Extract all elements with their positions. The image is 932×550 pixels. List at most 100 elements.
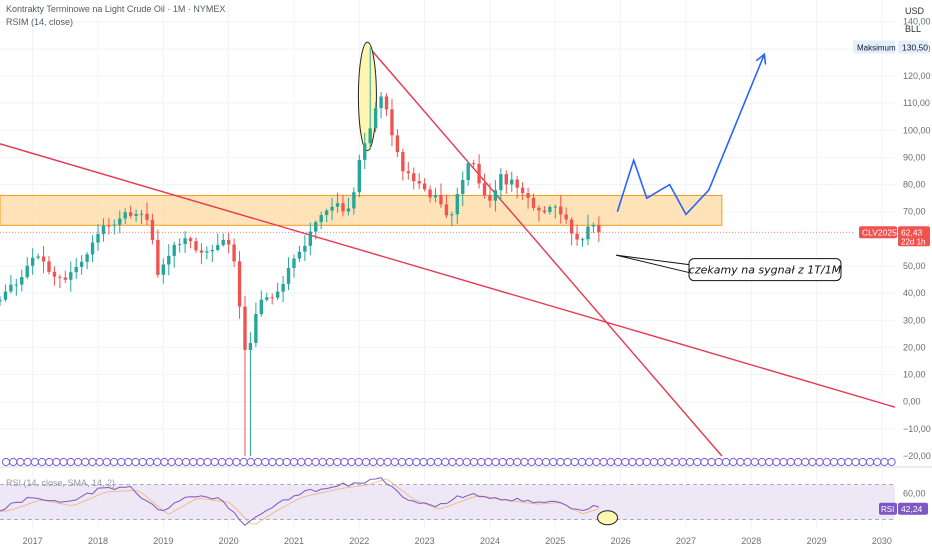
candle-body xyxy=(0,299,2,302)
time-tick-label: 2021 xyxy=(284,536,304,546)
time-tick-label: 2025 xyxy=(545,536,565,546)
candle-body xyxy=(346,208,351,212)
candle-body xyxy=(90,242,95,255)
maximum-value: 130,50 xyxy=(902,43,928,53)
candle-body xyxy=(205,251,209,253)
ticker-label: CLV2025 xyxy=(862,227,897,237)
price-tick-label: 30,00 xyxy=(903,315,926,325)
candle-body xyxy=(172,244,176,256)
candle-body xyxy=(85,254,89,262)
candle-body xyxy=(542,210,547,213)
candle-body xyxy=(14,284,19,286)
candle-body xyxy=(58,276,62,278)
candle-body xyxy=(194,241,198,251)
time-tick-label: 2020 xyxy=(219,536,239,546)
time-tick-label: 2029 xyxy=(807,536,827,546)
rsi-badge xyxy=(879,502,897,515)
rsi-value-tag xyxy=(898,502,928,515)
time-tick-label: 2018 xyxy=(88,536,108,546)
candle-body xyxy=(379,96,383,109)
candle-body xyxy=(243,306,247,350)
candle-body xyxy=(471,163,476,165)
candle-body xyxy=(286,268,291,284)
candle-body xyxy=(526,193,530,198)
candle-body xyxy=(74,266,78,273)
unit-label[interactable]: BLL xyxy=(905,24,921,34)
callout-pointer xyxy=(615,254,690,274)
candle-body xyxy=(341,203,345,212)
candle-body xyxy=(504,174,508,185)
candle-body xyxy=(477,163,481,184)
candle-body xyxy=(36,256,40,258)
maximum-value-tag xyxy=(898,40,928,54)
candle-body xyxy=(183,238,187,245)
countdown-value: 22d 1h xyxy=(901,237,925,246)
price-tick-label: 100,00 xyxy=(903,125,931,135)
rsi-label: RSI (14, close, SMA, 14, 2) xyxy=(6,478,115,488)
trendline-long-term-downtrend[interactable] xyxy=(0,143,896,408)
candle-body xyxy=(275,291,280,298)
candle-body xyxy=(493,190,498,201)
rsi-badge-label: RSI xyxy=(881,505,894,514)
candle-body xyxy=(216,245,220,251)
time-tick-label: 2019 xyxy=(153,536,173,546)
candle-body xyxy=(401,152,405,172)
candle-body xyxy=(96,233,100,243)
projection-path[interactable] xyxy=(616,53,766,216)
price-tick-label: 70,00 xyxy=(903,207,926,217)
price-tick-label: 20,00 xyxy=(903,342,926,352)
candle-body xyxy=(352,192,356,209)
callout-box[interactable] xyxy=(688,258,842,282)
time-tick-label: 2017 xyxy=(23,536,43,546)
time-tick-label: 2024 xyxy=(480,536,500,546)
projection-arrowhead[interactable] xyxy=(755,52,767,65)
rsi-band xyxy=(0,484,895,520)
candle-body xyxy=(569,219,574,234)
overlay-layer: czekamy na sygnał z 1T/1M xyxy=(0,231,932,468)
price-tick-label: −10,00 xyxy=(903,424,931,434)
candle-body xyxy=(118,218,122,225)
candle-body xyxy=(455,193,459,215)
trendline-post-2022-downtrend[interactable] xyxy=(369,48,723,457)
candle-body xyxy=(161,264,166,275)
candle-body xyxy=(167,255,171,265)
price-tick-label: 80,00 xyxy=(903,180,926,190)
currency-label[interactable]: USD xyxy=(905,6,925,16)
price-tick-label: 0,00 xyxy=(903,397,921,407)
rsi-panel: RSI (14, close, SMA, 14, 2) xyxy=(0,477,895,526)
candle-body xyxy=(69,272,73,280)
candle-body xyxy=(79,261,84,267)
time-tick-label: 2023 xyxy=(415,536,435,546)
candle-body xyxy=(422,183,427,190)
candle-body xyxy=(586,226,590,240)
candle-body xyxy=(314,222,318,232)
rsi-highlight-ellipse[interactable] xyxy=(597,510,619,526)
price-tick-label: 10,00 xyxy=(903,370,926,380)
candle-body xyxy=(112,224,117,226)
time-tick-label: 2022 xyxy=(349,536,369,546)
candle-body xyxy=(515,179,519,188)
candle-body xyxy=(30,257,35,266)
rsi-line xyxy=(0,477,599,526)
candle-body xyxy=(292,258,296,269)
candle-body xyxy=(444,204,449,216)
candle-body xyxy=(412,173,416,182)
candle-body xyxy=(357,159,361,193)
candle-body xyxy=(254,314,258,343)
candle-body xyxy=(597,225,601,233)
candle-body xyxy=(134,213,138,216)
candle-body xyxy=(575,233,579,240)
indicator-label: RSIM (14, close) xyxy=(6,17,73,27)
resistance-zone[interactable] xyxy=(0,194,723,226)
candle-body xyxy=(553,206,557,208)
candle-body xyxy=(188,238,193,242)
highlight-ellipse[interactable] xyxy=(357,41,377,152)
price-tick-label: 110,00 xyxy=(903,98,930,108)
candle-body xyxy=(270,297,274,299)
candle-body xyxy=(150,219,155,240)
candle-body xyxy=(510,179,514,185)
candle-body xyxy=(428,189,432,198)
price-tick-label: 40,00 xyxy=(903,288,926,298)
candle-body xyxy=(226,240,231,245)
